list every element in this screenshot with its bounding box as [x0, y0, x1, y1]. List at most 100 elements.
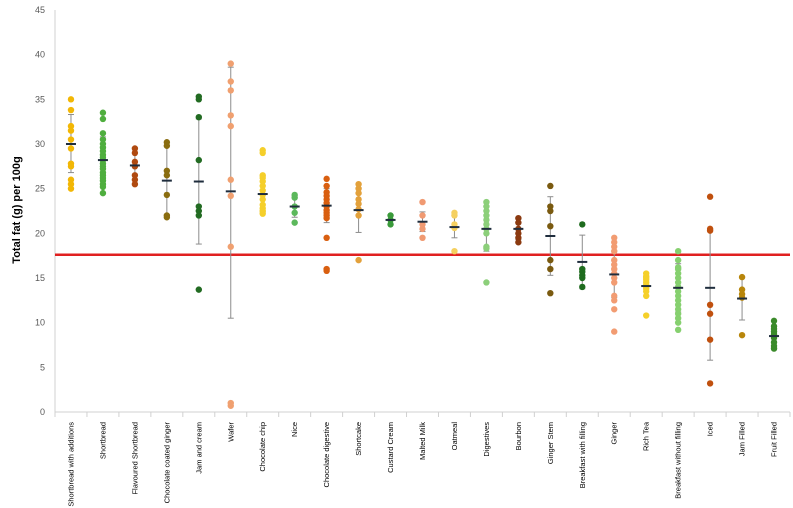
data-point [483, 279, 490, 286]
category-group [577, 221, 588, 291]
data-point [483, 221, 490, 228]
data-point [547, 265, 554, 273]
data-point [67, 185, 75, 192]
data-point [483, 245, 490, 252]
data-point [195, 207, 203, 215]
category-label: Wafer [226, 422, 235, 442]
y-tick-label: 10 [35, 318, 45, 328]
data-point [355, 212, 362, 219]
data-point [227, 112, 234, 119]
x-axis-ticks [54, 412, 791, 417]
category-label: Bourbon [514, 422, 523, 450]
data-point [387, 221, 394, 228]
data-point [355, 181, 362, 188]
category-group [193, 93, 204, 293]
data-point [67, 136, 75, 143]
data-point [611, 243, 618, 250]
data-point [611, 265, 618, 273]
category-label: Rich Tea [642, 421, 651, 451]
data-point [451, 212, 458, 219]
y-axis-title: Total fat (g) per 100g [11, 156, 23, 263]
data-point [323, 234, 330, 241]
category-group [353, 181, 364, 264]
data-point [706, 193, 714, 200]
category-label: Nice [290, 422, 299, 437]
data-point [99, 115, 107, 123]
data-point [67, 127, 75, 134]
data-point [674, 256, 682, 264]
data-point [259, 149, 266, 157]
data-point [674, 301, 682, 308]
data-point [674, 270, 682, 277]
category-group [641, 270, 652, 319]
data-point [547, 256, 554, 264]
data-point [163, 191, 171, 199]
data-point [611, 279, 618, 286]
data-point [706, 301, 714, 308]
data-point [674, 319, 682, 326]
data-point [131, 145, 139, 152]
data-point [547, 289, 554, 297]
category-label: Chocolate digestive [322, 422, 331, 487]
data-point [67, 106, 75, 114]
category-group [769, 317, 780, 352]
category-group [257, 147, 268, 217]
data-point [419, 234, 426, 241]
category-group [97, 109, 108, 197]
data-point [195, 96, 203, 103]
data-point [355, 256, 362, 264]
data-point [323, 182, 330, 190]
data-point [483, 198, 490, 206]
category-label: Flavoured Shortbread [130, 422, 139, 495]
data-point [611, 234, 618, 241]
category-group [385, 212, 396, 228]
data-point [195, 114, 203, 121]
data-point [419, 198, 426, 206]
data-point [515, 230, 522, 237]
y-tick-label: 0 [40, 407, 45, 417]
data-point [674, 310, 682, 317]
category-label: Jam Filled [738, 422, 747, 456]
data-point [355, 196, 362, 203]
data-point [355, 189, 362, 197]
category-label: Ginger Stem [546, 422, 555, 464]
data-point [163, 142, 171, 149]
category-group [449, 209, 460, 255]
category-label: Chocolate chip [258, 422, 267, 472]
data-point [163, 214, 171, 221]
y-tick-label: 40 [35, 50, 45, 60]
y-tick-label: 45 [35, 5, 45, 15]
data-point [163, 167, 171, 174]
data-point [227, 243, 234, 250]
data-point [674, 279, 682, 286]
category-group [737, 273, 748, 339]
data-point [227, 122, 234, 130]
data-point [227, 60, 234, 67]
data-point [291, 219, 298, 226]
data-point [483, 230, 490, 237]
data-point [67, 163, 75, 170]
data-point [611, 297, 618, 304]
data-point [547, 203, 554, 210]
data-point [674, 274, 682, 282]
category-group [513, 214, 524, 246]
data-point [419, 225, 426, 233]
data-point [674, 306, 682, 313]
data-point [579, 274, 586, 282]
data-point [259, 182, 266, 190]
data-point [738, 273, 746, 281]
data-point [611, 274, 618, 282]
data-point [642, 292, 650, 300]
category-group [609, 234, 620, 335]
data-point [547, 207, 554, 215]
data-point [131, 181, 139, 188]
category-label: Oatmeal [450, 422, 459, 451]
data-point [99, 189, 107, 197]
category-labels: Shortbread with additions Shortbread Flavo… [66, 421, 778, 506]
data-point [67, 96, 75, 103]
category-group [129, 145, 140, 188]
data-point [547, 222, 554, 230]
data-point [419, 221, 426, 228]
data-point [291, 209, 298, 216]
